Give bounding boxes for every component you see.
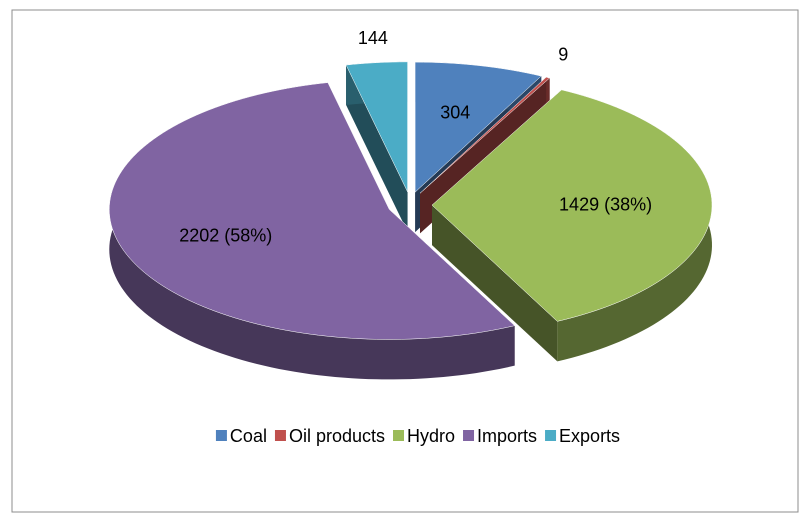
slice bbox=[431, 89, 713, 322]
legend-swatch bbox=[545, 430, 557, 441]
slice bbox=[419, 76, 551, 194]
legend-swatch bbox=[393, 430, 405, 441]
slice bbox=[109, 82, 516, 340]
slice-group bbox=[109, 82, 516, 380]
slice-side bbox=[109, 82, 515, 380]
legend-label: Hydro bbox=[407, 426, 455, 446]
legend: Coal Oil products Hydro Imports Exports bbox=[215, 426, 620, 446]
slice bbox=[414, 61, 542, 193]
data-label: 304 bbox=[440, 102, 470, 122]
slice-group bbox=[431, 89, 713, 362]
slice-wall bbox=[346, 65, 408, 232]
legend-swatch bbox=[274, 430, 286, 441]
legend-label: Oil products bbox=[289, 426, 385, 446]
data-label: 144 bbox=[358, 28, 388, 48]
slice-group bbox=[345, 61, 408, 232]
slice bbox=[345, 61, 408, 192]
data-label: 2202 (58%) bbox=[179, 225, 272, 245]
legend-label: Exports bbox=[559, 426, 620, 446]
legend-swatch bbox=[463, 430, 475, 441]
slice-wall bbox=[431, 205, 558, 362]
legend-label: Imports bbox=[477, 426, 537, 446]
data-label: 1429 (38%) bbox=[559, 195, 652, 215]
legend-label: Coal bbox=[230, 426, 267, 446]
legend-swatch bbox=[215, 430, 227, 441]
data-label: 9 bbox=[558, 44, 568, 64]
